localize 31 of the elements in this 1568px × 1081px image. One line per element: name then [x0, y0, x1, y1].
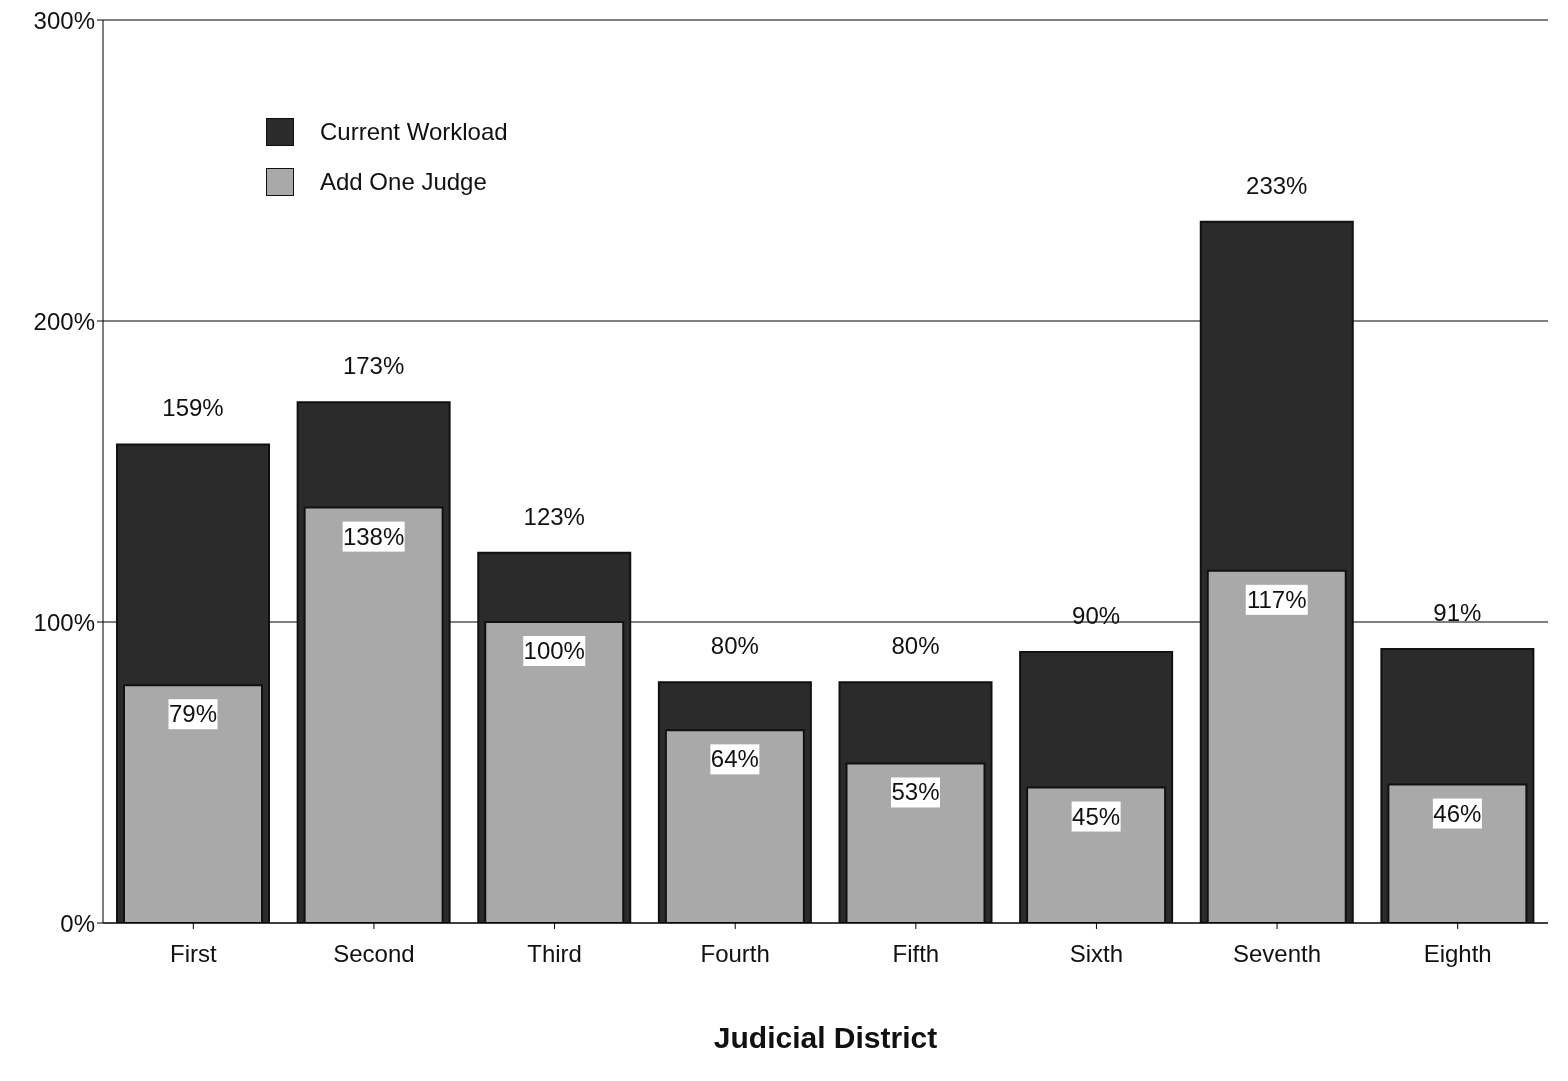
- x-tick-label: Fourth: [700, 940, 770, 968]
- x-tick-label: Eighth: [1423, 940, 1492, 968]
- legend-label: Current Workload: [320, 118, 508, 146]
- data-label: 45%: [1072, 802, 1121, 830]
- x-tick-label: Sixth: [1069, 940, 1124, 968]
- data-label: 233%: [1246, 171, 1308, 199]
- y-tick-label: 0%: [60, 909, 95, 937]
- data-label: 46%: [1433, 799, 1482, 827]
- data-label: 159%: [162, 394, 224, 422]
- data-label: 138%: [342, 522, 405, 550]
- data-label: 173%: [342, 352, 405, 380]
- data-label: 79%: [168, 700, 218, 728]
- y-tick-label: 100%: [33, 608, 95, 636]
- data-label: 90%: [1072, 602, 1121, 630]
- y-tick-label: 300%: [33, 6, 95, 34]
- x-axis-title: Judicial District: [713, 1021, 938, 1054]
- data-label: 117%: [1246, 585, 1307, 613]
- x-tick-label: Fifth: [892, 940, 940, 968]
- data-label: 80%: [710, 632, 759, 660]
- data-label: 123%: [523, 502, 585, 530]
- x-tick-label: First: [169, 940, 217, 968]
- data-label: 80%: [891, 632, 940, 660]
- x-tick-label: Third: [527, 940, 582, 968]
- y-tick-label: 200%: [33, 307, 95, 335]
- x-tick-label: Seventh: [1233, 940, 1322, 968]
- data-label: 91%: [1433, 599, 1482, 627]
- legend-label: Add One Judge: [320, 168, 487, 196]
- data-label: 100%: [523, 637, 585, 664]
- data-label: 53%: [891, 778, 940, 806]
- x-tick-label: Second: [333, 940, 415, 968]
- data-label: 64%: [710, 745, 759, 773]
